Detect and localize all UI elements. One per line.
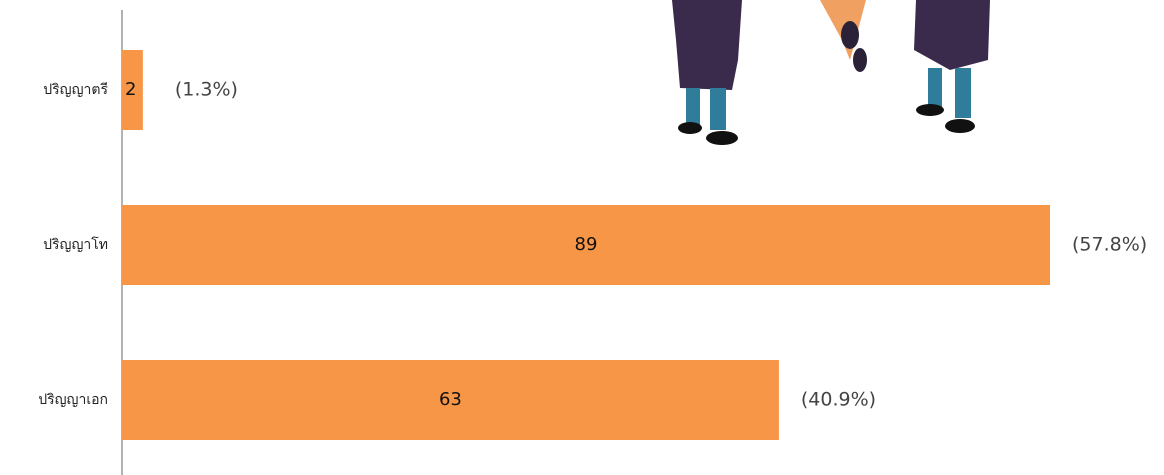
share-label: (40.9%) [801,389,876,411]
category-label: ปริญญาตรี [43,82,108,98]
value-label: 63 [439,389,462,410]
share-label: (57.8%) [1072,234,1147,256]
chart: ปริญญาตรี 2 (1.3%) ปริญญาโท 89 (57.8%) ปริญญาเ… [0,0,1164,475]
category-label: ปริญญาโท [43,236,108,253]
value-label: 2 [125,79,136,100]
value-label: 89 [575,234,598,255]
category-label: ปริญญาเอก [38,392,108,408]
share-label: (1.3%) [175,79,238,101]
graduates-illustration [672,0,990,145]
